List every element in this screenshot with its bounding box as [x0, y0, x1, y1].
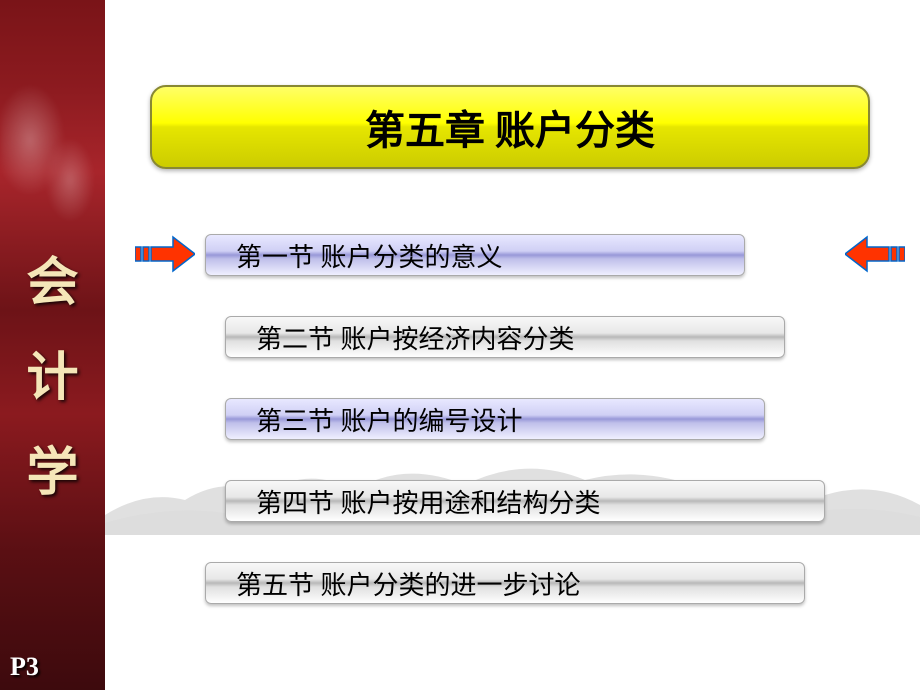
- section-label: 第五节 账户分类的进一步讨论: [236, 565, 581, 602]
- section-label: 第二节 账户按经济内容分类: [256, 319, 575, 356]
- sidebar-char-3: 学: [26, 430, 78, 505]
- section-label: 第三节 账户的编号设计: [256, 401, 523, 438]
- chapter-title: 第五章 账户分类: [150, 85, 870, 169]
- sidebar-char-2: 计: [26, 335, 78, 410]
- section-label: 第四节 账户按用途和结构分类: [256, 483, 601, 520]
- sidebar-char-1: 会: [26, 240, 78, 315]
- section-item-3[interactable]: 第三节 账户的编号设计: [225, 398, 765, 440]
- content-area: 第五章 账户分类 第一节 账户分类的意义第二节 账户按经济内容分类第三节 账户的…: [105, 0, 920, 690]
- section-item-4[interactable]: 第四节 账户按用途和结构分类: [225, 480, 825, 522]
- section-item-1[interactable]: 第一节 账户分类的意义: [205, 234, 745, 276]
- section-label: 第一节 账户分类的意义: [236, 237, 503, 274]
- section-item-2[interactable]: 第二节 账户按经济内容分类: [225, 316, 785, 358]
- arrow-right-icon: [135, 233, 195, 275]
- sidebar: 会 计 学 P3: [0, 0, 105, 690]
- section-item-5[interactable]: 第五节 账户分类的进一步讨论: [205, 562, 805, 604]
- arrow-left-icon: [845, 233, 905, 275]
- page-number: P3: [10, 652, 39, 682]
- sidebar-title: 会 计 学: [0, 240, 105, 505]
- sidebar-cloud-texture: [0, 40, 105, 240]
